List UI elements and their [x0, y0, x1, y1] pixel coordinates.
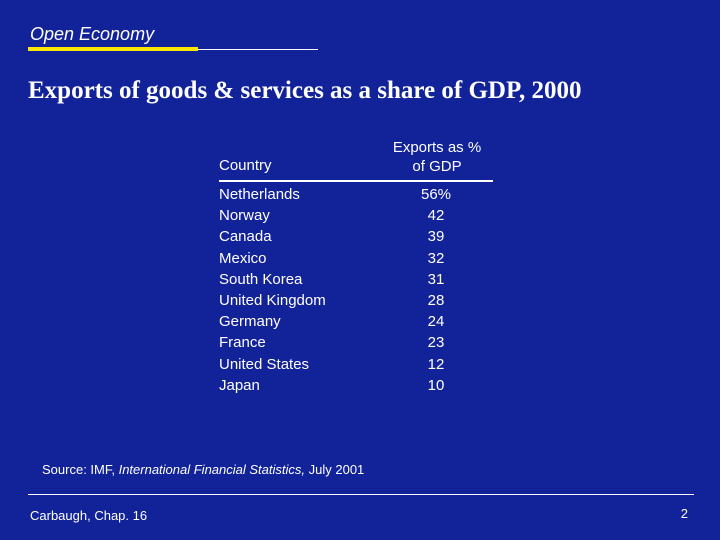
column-header-exports: Exports as % of GDP — [376, 138, 498, 176]
section-label: Open Economy — [30, 24, 155, 44]
table-row: Norway 42 — [219, 205, 496, 226]
table-row: United States 12 — [219, 354, 496, 375]
export-share: 56% — [420, 186, 452, 203]
table-row: South Korea 31 — [219, 269, 496, 290]
export-share: 24 — [427, 313, 445, 331]
export-share: 10 — [427, 376, 445, 394]
country-name: United Kingdom — [219, 291, 326, 309]
table-row: Canada 39 — [219, 226, 496, 247]
underline-rule — [198, 49, 318, 50]
country-name: France — [219, 334, 266, 352]
section-underline — [28, 47, 318, 51]
export-share: 32 — [427, 249, 445, 267]
country-name: South Korea — [219, 270, 303, 288]
country-name: Germany — [219, 313, 281, 331]
table-row: Japan 10 — [219, 375, 496, 396]
column-header-country: Country — [219, 157, 272, 174]
table-row: Netherlands 56% — [219, 184, 496, 205]
source-publication: International Financial Statistics, — [118, 462, 306, 477]
table-row: United Kingdom 28 — [219, 290, 496, 311]
source-note: Source: IMF, International Financial Sta… — [42, 462, 364, 477]
data-table: Netherlands 56% Norway 42 Canada 39 Mexico 3… — [219, 184, 496, 396]
table-row: France 23 — [219, 332, 496, 353]
table-row: Mexico 32 — [219, 248, 496, 269]
underline-accent — [28, 47, 198, 51]
column-header-exports-line1: Exports as % — [392, 139, 482, 156]
export-share: 31 — [427, 270, 445, 288]
export-share: 28 — [427, 291, 445, 309]
export-share: 12 — [427, 355, 445, 373]
source-suffix: July 2001 — [305, 462, 365, 477]
country-name: Mexico — [219, 249, 267, 267]
export-share: 39 — [427, 228, 445, 246]
footer-credit: Carbaugh, Chap. 16 — [30, 508, 148, 523]
slide-title: Exports of goods & services as a share o… — [28, 77, 582, 104]
country-name: United States — [219, 355, 310, 373]
footer-rule — [28, 494, 694, 495]
page-number: 2 — [680, 506, 688, 521]
country-name: Japan — [219, 376, 260, 394]
export-share: 23 — [427, 334, 445, 352]
header-rule — [219, 180, 493, 182]
export-share: 42 — [427, 207, 445, 225]
source-prefix: Source: IMF, — [42, 462, 119, 477]
country-name: Canada — [219, 228, 272, 246]
country-name: Netherlands — [219, 186, 300, 203]
country-name: Norway — [219, 207, 270, 225]
table-row: Germany 24 — [219, 311, 496, 332]
column-header-exports-line2: of GDP — [412, 158, 462, 175]
